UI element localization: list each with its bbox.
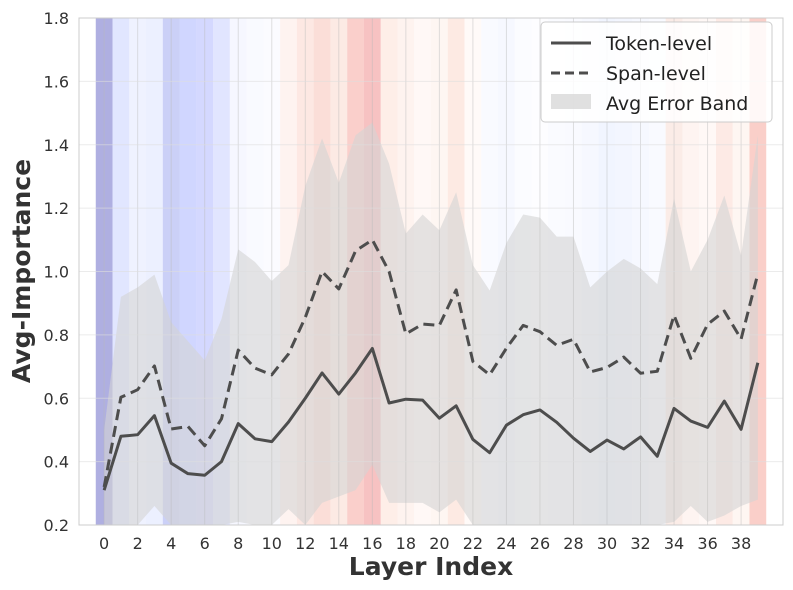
y-tick-label-2: 0.6	[44, 389, 69, 408]
series-line-token-level	[102, 347, 760, 491]
x-tick-labels: 0 2 4 6 8 10 12 14 16 18 20 22 24 26 28 30 32 34 36 38	[99, 534, 751, 553]
x-tick-label-24: 24	[496, 534, 516, 553]
legend-label-span-level: Span-level	[606, 63, 706, 85]
x-tick-label-14: 14	[329, 534, 349, 553]
x-tick-label-26: 26	[530, 534, 550, 553]
x-tick-label-0: 0	[99, 534, 109, 553]
x-tick-label-4: 4	[166, 534, 176, 553]
x-tick-label-20: 20	[429, 534, 449, 553]
x-tick-label-10: 10	[262, 534, 282, 553]
legend: Token-level Span-level Avg Error Band	[540, 21, 773, 123]
series-group	[102, 238, 760, 491]
y-tick-label-6: 1.4	[44, 136, 69, 155]
x-tick-label-32: 32	[630, 534, 650, 553]
y-axis-title: Avg-Importance	[7, 159, 36, 383]
plot-frame	[78, 17, 784, 526]
x-tick-label-30: 30	[597, 534, 617, 553]
x-tick-label-28: 28	[563, 534, 583, 553]
y-tick-label-4: 1.0	[44, 263, 69, 282]
x-tick-label-36: 36	[697, 534, 717, 553]
y-tick-label-5: 1.2	[44, 199, 69, 218]
x-tick-label-6: 6	[200, 534, 210, 553]
y-tick-label-7: 1.6	[44, 72, 69, 91]
legend-swatch-error-band	[551, 94, 591, 109]
x-tick-label-2: 2	[133, 534, 143, 553]
x-tick-label-22: 22	[463, 534, 483, 553]
x-tick-label-8: 8	[233, 534, 243, 553]
x-tick-label-12: 12	[295, 534, 315, 553]
series-line-span-level	[102, 238, 760, 488]
x-axis-title: Layer Index	[349, 552, 513, 581]
x-tick-label-34: 34	[664, 534, 684, 553]
x-tick-label-18: 18	[396, 534, 416, 553]
y-tick-label-3: 0.8	[44, 326, 69, 345]
y-tick-label-8: 1.8	[44, 9, 69, 28]
legend-frame	[540, 21, 773, 123]
legend-label-error-band: Avg Error Band	[606, 93, 748, 115]
y-tick-labels: 0.2 0.4 0.6 0.8 1.0 1.2 1.4 1.6 1.8	[44, 9, 69, 535]
legend-label-token-level: Token-level	[605, 33, 712, 55]
x-tick-label-38: 38	[731, 534, 751, 553]
y-tick-label-1: 0.4	[44, 453, 69, 472]
x-tick-label-16: 16	[362, 534, 382, 553]
y-tick-label-0: 0.2	[44, 516, 69, 535]
